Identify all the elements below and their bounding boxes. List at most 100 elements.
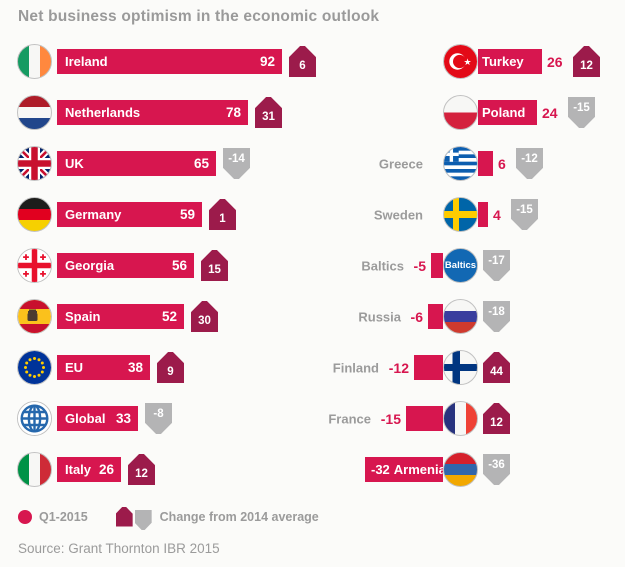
optimism-value: 65	[193, 156, 209, 171]
optimism-value: -15	[380, 410, 401, 427]
country-label: Netherlands	[65, 105, 141, 120]
change-value: 12	[580, 60, 593, 72]
optimism-value: 26	[547, 53, 563, 70]
change-value: -18	[488, 306, 505, 318]
bar-row-left: UK 65 -14	[0, 138, 250, 189]
optimism-bar: Germany 59	[57, 202, 202, 227]
optimism-value: 52	[161, 309, 177, 324]
uk-flag-icon	[17, 146, 52, 181]
change-arrow: 6	[289, 46, 316, 77]
germany-flag-icon	[17, 197, 52, 232]
change-value: 12	[135, 468, 148, 480]
netherlands-flag-icon	[17, 95, 52, 130]
bar-row-left: Ireland 92 6	[0, 36, 316, 87]
spain-flag-icon	[17, 299, 52, 334]
bar-row-left: Netherlands 78 31	[0, 87, 282, 138]
change-value: 15	[208, 264, 221, 276]
change-value: 30	[198, 315, 211, 327]
optimism-value: -5	[413, 257, 426, 274]
change-arrow: -36	[483, 454, 510, 485]
change-arrow: 44	[483, 352, 510, 383]
optimism-value: -32	[371, 462, 390, 477]
country-label: Greece	[378, 156, 423, 171]
change-arrow: 9	[157, 352, 184, 383]
italy-flag-icon	[17, 452, 52, 487]
change-arrow: -15	[568, 97, 595, 128]
chart-row-band: Georgia 56 15 Baltics -5 -5 Baltics Balt…	[0, 240, 625, 291]
change-arrow: -18	[483, 301, 510, 332]
optimism-value: 24	[542, 104, 558, 121]
optimism-bar: Spain 52	[57, 304, 184, 329]
bar-row-left: Spain 52 30	[0, 291, 218, 342]
country-label: France	[328, 411, 371, 426]
source-note: Source: Grant Thornton IBR 2015	[18, 541, 220, 556]
change-value: 12	[490, 417, 503, 429]
region-label: Global	[65, 411, 106, 426]
svg-text:★: ★	[464, 57, 472, 67]
finland-flag-icon	[443, 350, 478, 385]
optimism-value: -6	[410, 308, 423, 325]
chart-row-band: Germany 59 1 Sweden 4 4 Sweden -15	[0, 189, 625, 240]
chart-row-band: EU 38 9 Finland -12 -12 Finland 44	[0, 342, 625, 393]
bar-row-left: Italy 26 12	[0, 444, 155, 495]
optimism-value: 26	[98, 462, 114, 477]
region-label: EU	[65, 360, 84, 375]
change-arrow: -14	[223, 148, 250, 179]
globe-icon	[17, 401, 52, 436]
optimism-value: 4	[493, 206, 501, 223]
change-value: -15	[516, 204, 533, 216]
change-value: -12	[521, 153, 538, 165]
optimism-bar: Ireland 92	[57, 49, 282, 74]
optimism-bar: UK 65	[57, 151, 216, 176]
chart-row-band: Italy 26 12 Armenia -32 -32 Armenia -36	[0, 444, 625, 495]
optimism-bar: EU 38	[57, 355, 150, 380]
optimism-bar: 24 Poland	[478, 100, 537, 125]
optimism-value: 92	[259, 54, 275, 69]
optimism-bar: Italy 26	[57, 457, 121, 482]
optimism-bar: -5 Baltics	[431, 253, 443, 278]
change-arrow: 12	[573, 46, 600, 77]
country-label: Baltics	[361, 258, 404, 273]
country-label: UK	[65, 156, 84, 171]
chart-row-band: Ireland 92 6 Turkey 26 26 Turkey ★ 12	[0, 36, 625, 87]
chart-row-band: Spain 52 30 Russia -6 -6 Russia -18	[0, 291, 625, 342]
change-arrow: 12	[128, 454, 155, 485]
change-arrow: -17	[483, 250, 510, 281]
change-value: 9	[167, 366, 174, 378]
optimism-value: 56	[171, 258, 187, 273]
country-label: Georgia	[65, 258, 115, 273]
change-value: 44	[490, 366, 503, 378]
legend-change-label: Change from 2014 average	[159, 509, 319, 524]
chart-row-band: Netherlands 78 31 Poland 24 24 Poland -1…	[0, 87, 625, 138]
country-label: Turkey	[482, 54, 524, 69]
change-arrow: -15	[511, 199, 538, 230]
country-label: Germany	[65, 207, 122, 222]
page-title: Net business optimism in the economic ou…	[18, 8, 380, 25]
change-value: 31	[262, 111, 275, 123]
optimism-value: 6	[498, 155, 506, 172]
change-value: -8	[153, 408, 164, 420]
optimism-bar: -6 Russia	[428, 304, 443, 329]
country-label: Poland	[482, 105, 526, 120]
poland-flag-icon	[443, 95, 478, 130]
optimism-bar: 6 Greece	[478, 151, 493, 176]
optimism-bar: Global 33	[57, 406, 138, 431]
optimism-value: -12	[388, 359, 409, 376]
optimism-bar: -32 Armenia	[365, 457, 443, 482]
change-value: 1	[219, 213, 226, 225]
country-label: Ireland	[65, 54, 108, 69]
chart-row-band: UK 65 -14 Greece 6 6 Greece -12	[0, 138, 625, 189]
change-value: 6	[299, 60, 306, 72]
down-arrow-icon	[134, 510, 152, 530]
change-value: -36	[488, 459, 505, 471]
country-label: Italy	[65, 462, 92, 477]
turkey-flag-icon: ★	[443, 44, 478, 79]
change-value: -14	[228, 153, 245, 165]
change-arrow: 15	[201, 250, 228, 281]
change-arrow: 30	[191, 301, 218, 332]
bar-row-left: Georgia 56 15	[0, 240, 228, 291]
chart-row-band: Global 33 -8 France -15 -15 France 12	[0, 393, 625, 444]
optimism-bar: -12 Finland	[414, 355, 443, 380]
armenia-flag-icon	[443, 452, 478, 487]
